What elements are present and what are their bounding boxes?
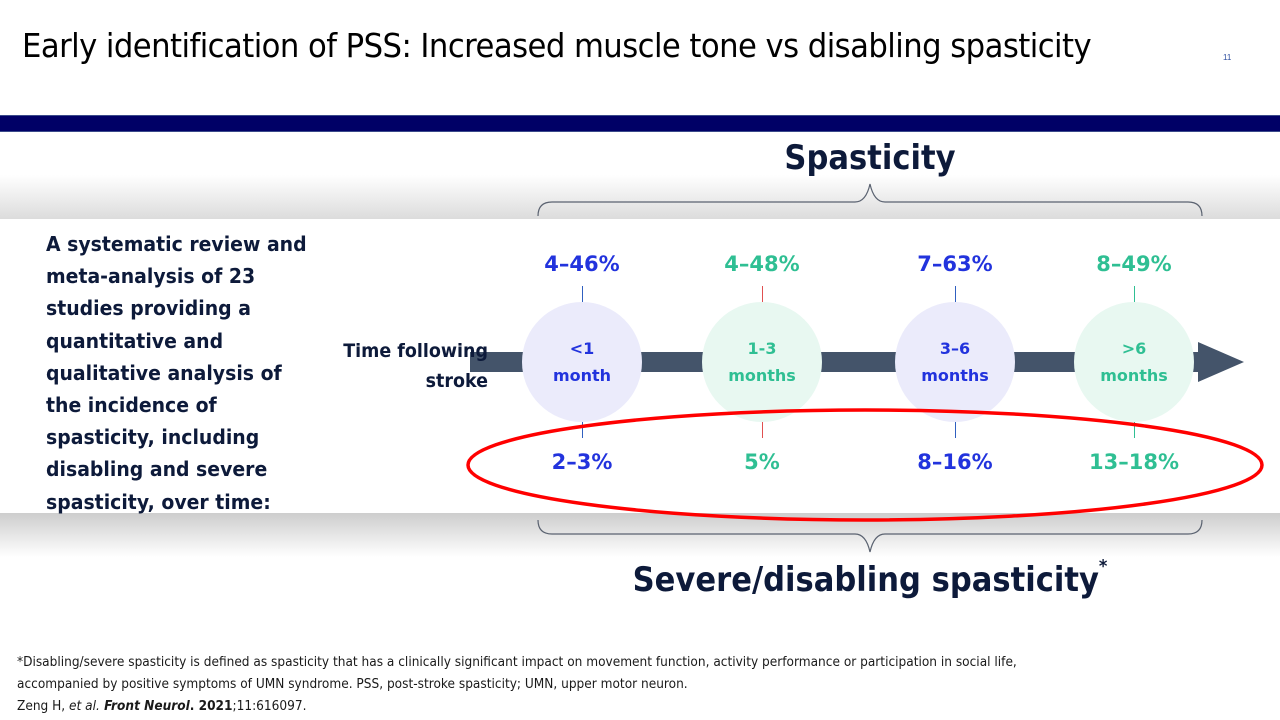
ref-author: Zeng H,: [17, 699, 70, 714]
spasticity-incidence: 8–49%: [1096, 252, 1172, 276]
top-brace: [537, 183, 1203, 217]
ref-year: 2021: [198, 699, 233, 714]
time-period-unit: months: [921, 366, 989, 385]
time-axis-label: Time following stroke: [315, 336, 488, 396]
connector-line: [955, 422, 956, 438]
spasticity-incidence: 4–46%: [544, 252, 620, 276]
connector-line: [582, 422, 583, 438]
time-period-circle: <1 month: [522, 302, 642, 422]
severe-spasticity-incidence: 5%: [744, 450, 780, 474]
connector-line: [955, 286, 956, 302]
study-description: A systematic review and meta-analysis of…: [46, 232, 307, 514]
footnote-definition: *Disabling/severe spasticity is defined …: [17, 655, 1017, 670]
time-period-circle: 1-3 months: [702, 302, 822, 422]
time-period-value: <1: [569, 339, 595, 358]
spasticity-heading: Spasticity: [784, 138, 956, 178]
connector-line: [762, 422, 763, 438]
timeline-arrow: [470, 342, 1244, 382]
connector-line: [1134, 286, 1135, 302]
severe-spasticity-heading: Severe/disabling spasticity*: [591, 556, 1149, 600]
footnote: *Disabling/severe spasticity is defined …: [17, 652, 1170, 718]
severe-spasticity-incidence: 8–16%: [917, 450, 993, 474]
footnote-marker: *: [1098, 556, 1108, 577]
ref-volume: ;11:616097.: [232, 699, 307, 714]
time-period-unit: month: [552, 366, 612, 385]
connector-line: [1134, 422, 1135, 438]
severe-spasticity-incidence: 13–18%: [1089, 450, 1179, 474]
time-period-unit: months: [1100, 366, 1168, 385]
severe-spasticity-incidence: 2–3%: [551, 450, 613, 474]
bottom-brace: [537, 519, 1203, 553]
slide-number: 11: [1223, 53, 1232, 62]
time-axis-label-line1: Time following: [343, 340, 488, 362]
footnote-abbreviations: accompanied by positive symptoms of UMN …: [17, 677, 688, 692]
time-period-unit: months: [728, 366, 796, 385]
severe-heading-text: Severe/disabling spasticity: [632, 560, 1099, 600]
time-period-circle: >6 months: [1074, 302, 1194, 422]
timeline-arrow-head: [1198, 342, 1244, 382]
time-period-value: 3–6: [939, 339, 971, 358]
band-shadow-top: [0, 175, 1280, 219]
time-axis-label-line2: stroke: [425, 370, 488, 392]
ref-dot: .: [189, 699, 199, 714]
ref-etal: et al.: [69, 699, 100, 714]
spasticity-incidence: 7–63%: [917, 252, 993, 276]
time-period-circle: 3–6 months: [895, 302, 1015, 422]
footnote-reference: Zeng H, et al. Front Neurol. 2021;11:616…: [17, 696, 1170, 718]
spasticity-incidence: 4–48%: [724, 252, 800, 276]
time-period-value: 1-3: [747, 339, 777, 358]
time-period-value: >6: [1121, 339, 1147, 358]
connector-line: [582, 286, 583, 302]
title-divider: [0, 115, 1280, 132]
slide-title: Early identification of PSS: Increased m…: [22, 26, 1092, 65]
timeline-arrow-shaft: [470, 352, 1202, 372]
ref-journal: Front Neurol: [99, 699, 190, 714]
connector-line: [762, 286, 763, 302]
